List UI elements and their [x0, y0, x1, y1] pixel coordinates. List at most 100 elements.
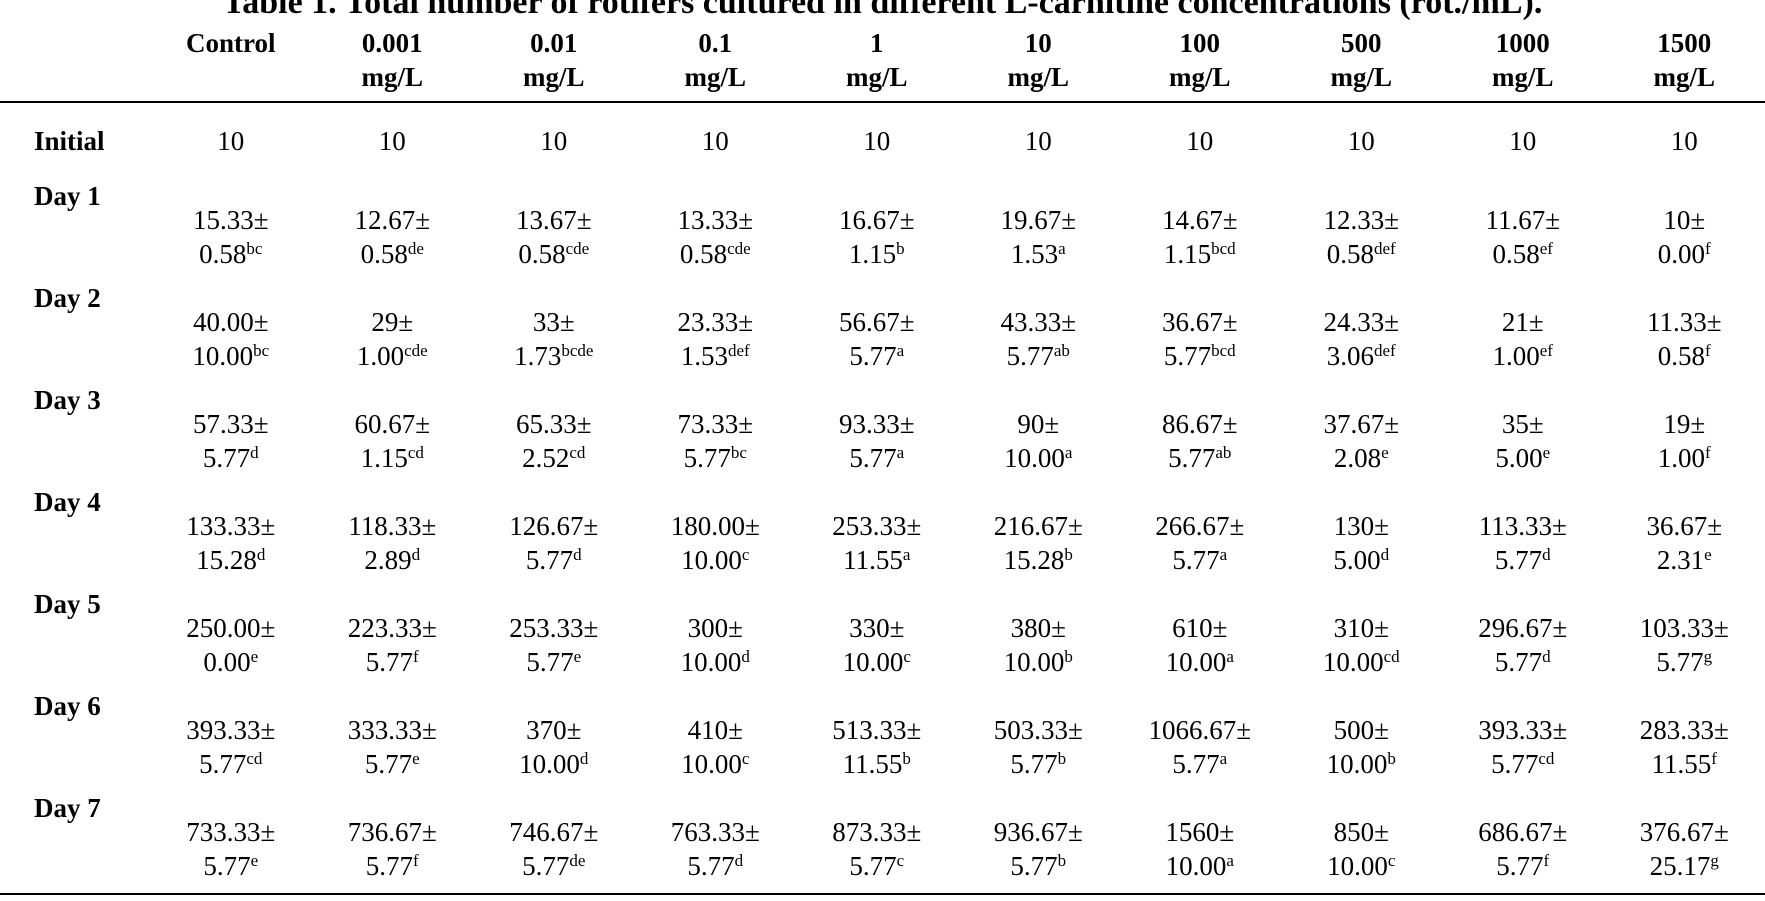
header-line: 1 — [870, 28, 884, 58]
data-cell: 746.67± 5.77de — [473, 791, 635, 895]
significance-letter: a — [902, 545, 911, 564]
significance-letter: e — [573, 647, 582, 666]
significance-letter: b — [902, 749, 911, 768]
sd-value: 1.15 — [1163, 239, 1212, 269]
mean-value: 410± — [687, 715, 743, 745]
mean-value: 736.67± — [347, 817, 437, 847]
mean-value: 376.67± — [1639, 817, 1729, 847]
mean-value: 40.00± — [192, 307, 269, 337]
significance-letter: bc — [253, 341, 270, 360]
data-cell: 610± 10.00a — [1119, 587, 1281, 689]
column-header: 1 mg/L — [796, 24, 958, 103]
data-cell: 43.33± 5.77ab — [958, 281, 1120, 383]
significance-letter: def — [1374, 239, 1396, 258]
sd-value: 5.77 — [849, 341, 897, 371]
data-cell: 37.67± 2.08e — [1281, 383, 1443, 485]
data-cell: 12.33± 0.58def — [1281, 179, 1443, 281]
data-cell: 65.33± 2.52cd — [473, 383, 635, 485]
mean-value: 500± — [1333, 715, 1389, 745]
sd-line: 11.55a — [796, 543, 958, 577]
table-title: Table 1. Total number of rotifers cultur… — [222, 0, 1543, 21]
data-cell: 40.00± 10.00bc — [150, 281, 312, 383]
sd-line: 11.55f — [1604, 747, 1765, 781]
mean-value: 130± — [1333, 511, 1389, 541]
sd-value: 5.77 — [526, 647, 574, 677]
sd-line: 1.15bcd — [1119, 237, 1281, 271]
sd-value: 2.89 — [364, 545, 412, 575]
mean-value: 1560± — [1165, 817, 1235, 847]
significance-letter: a — [896, 341, 905, 360]
sd-line: 5.77d — [150, 441, 312, 475]
sd-line: 10.00b — [958, 645, 1120, 679]
sd-value: 5.77 — [365, 851, 414, 881]
header-line: mg/L — [684, 62, 746, 92]
mean-value: 43.33± — [1000, 307, 1077, 337]
significance-letter: e — [250, 647, 259, 666]
header-line: 100 — [1179, 28, 1221, 58]
data-cell: 126.67± 5.77d — [473, 485, 635, 587]
data-cell: 410± 10.00c — [635, 689, 797, 791]
sd-line: 0.58de — [312, 237, 474, 271]
data-cell: 13.33± 0.58cde — [635, 179, 797, 281]
mean-value: 118.33± — [348, 511, 437, 541]
mean-value: 380± — [1010, 613, 1066, 643]
sd-line: 1.00f — [1604, 441, 1765, 475]
row-label: Day 2 — [34, 283, 101, 313]
data-cell: 1066.67± 5.77a — [1119, 689, 1281, 791]
sd-value: 10.00 — [681, 545, 742, 575]
mean-value: 13.67± — [515, 205, 592, 235]
data-cell: 56.67± 5.77a — [796, 281, 958, 383]
significance-letter: f — [413, 851, 419, 870]
data-cell: 14.67± 1.15bcd — [1119, 179, 1281, 281]
data-cell: 90± 10.00a — [958, 383, 1120, 485]
sd-line: 0.58ef — [1442, 237, 1604, 271]
significance-letter: f — [1705, 341, 1711, 360]
data-cell: 223.33± 5.77f — [312, 587, 474, 689]
sd-line: 0.00e — [150, 645, 312, 679]
data-cell: 93.33± 5.77a — [796, 383, 958, 485]
header-line: mg/L — [1491, 62, 1554, 92]
sd-line: 5.77b — [958, 747, 1120, 781]
data-cell: 60.67± 1.15cd — [312, 383, 474, 485]
sd-value: 1.53 — [1010, 239, 1059, 269]
mean-value: 93.33± — [838, 409, 915, 439]
mean-value: 73.33± — [677, 409, 754, 439]
data-cell: 24.33± 3.06def — [1281, 281, 1443, 383]
significance-letter: c — [896, 851, 905, 870]
data-cell: 15.33± 0.58bc — [150, 179, 312, 281]
mean-value: 65.33± — [515, 409, 592, 439]
significance-letter: c — [741, 545, 750, 564]
data-cell: 118.33± 2.89d — [312, 485, 474, 587]
significance-letter: de — [407, 239, 424, 258]
mean-value: 370± — [526, 715, 582, 745]
header-line: mg/L — [361, 62, 423, 92]
data-cell: 253.33± 11.55a — [796, 485, 958, 587]
sd-value: 0.58 — [1492, 239, 1540, 269]
significance-letter: e — [1381, 443, 1389, 462]
significance-letter: a — [1219, 749, 1228, 768]
row-label: Day 5 — [34, 589, 101, 619]
sd-value: 5.77 — [1656, 647, 1704, 677]
sd-value: 10.00 — [519, 749, 580, 779]
mean-value: 37.67± — [1323, 409, 1400, 439]
mean-value: 24.33± — [1323, 307, 1400, 337]
mean-value: 90± — [1017, 409, 1060, 439]
mean-value: 283.33± — [1639, 715, 1729, 745]
data-cell: 35± 5.00e — [1442, 383, 1604, 485]
header-line: 500 — [1341, 28, 1382, 58]
significance-letter: a — [1226, 851, 1234, 870]
significance-letter: c — [741, 749, 750, 768]
mean-value: 19.67± — [1000, 205, 1077, 235]
table-body: Initial 10 10 10 10 10 10 10 10 10 10 Day 1 15.33± 0.… — [0, 102, 1765, 895]
mean-value: 513.33± — [832, 715, 922, 745]
mean-value: 333.33± — [347, 715, 437, 745]
data-cell: 10 — [1281, 102, 1443, 179]
mean-value: 253.33± — [509, 613, 599, 643]
sd-line: 25.17g — [1604, 849, 1765, 883]
mean-value: 11.33± — [1646, 307, 1722, 337]
table-row: Day 2 40.00± 10.00bc 29± 1.00cde 33± 1.73bcde 2… — [0, 281, 1765, 383]
significance-letter: bcde — [561, 341, 594, 360]
mean-value: 686.67± — [1478, 817, 1568, 847]
sd-value: 0.58 — [518, 239, 566, 269]
